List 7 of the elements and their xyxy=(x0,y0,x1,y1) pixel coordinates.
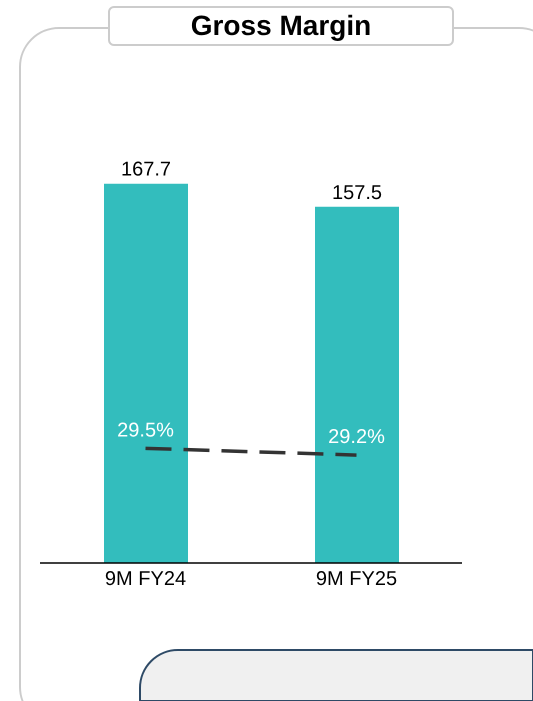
x-tick-label: 9M FY25 xyxy=(316,568,398,590)
data-label: 29.2% xyxy=(328,426,386,448)
x-tick-label: 9M FY24 xyxy=(104,568,186,590)
data-label: 167.7 xyxy=(120,158,172,181)
data-label: 29.5% xyxy=(117,419,174,442)
data-label: 157.5 xyxy=(332,182,382,204)
chart-title: Gross Margin xyxy=(108,6,454,46)
